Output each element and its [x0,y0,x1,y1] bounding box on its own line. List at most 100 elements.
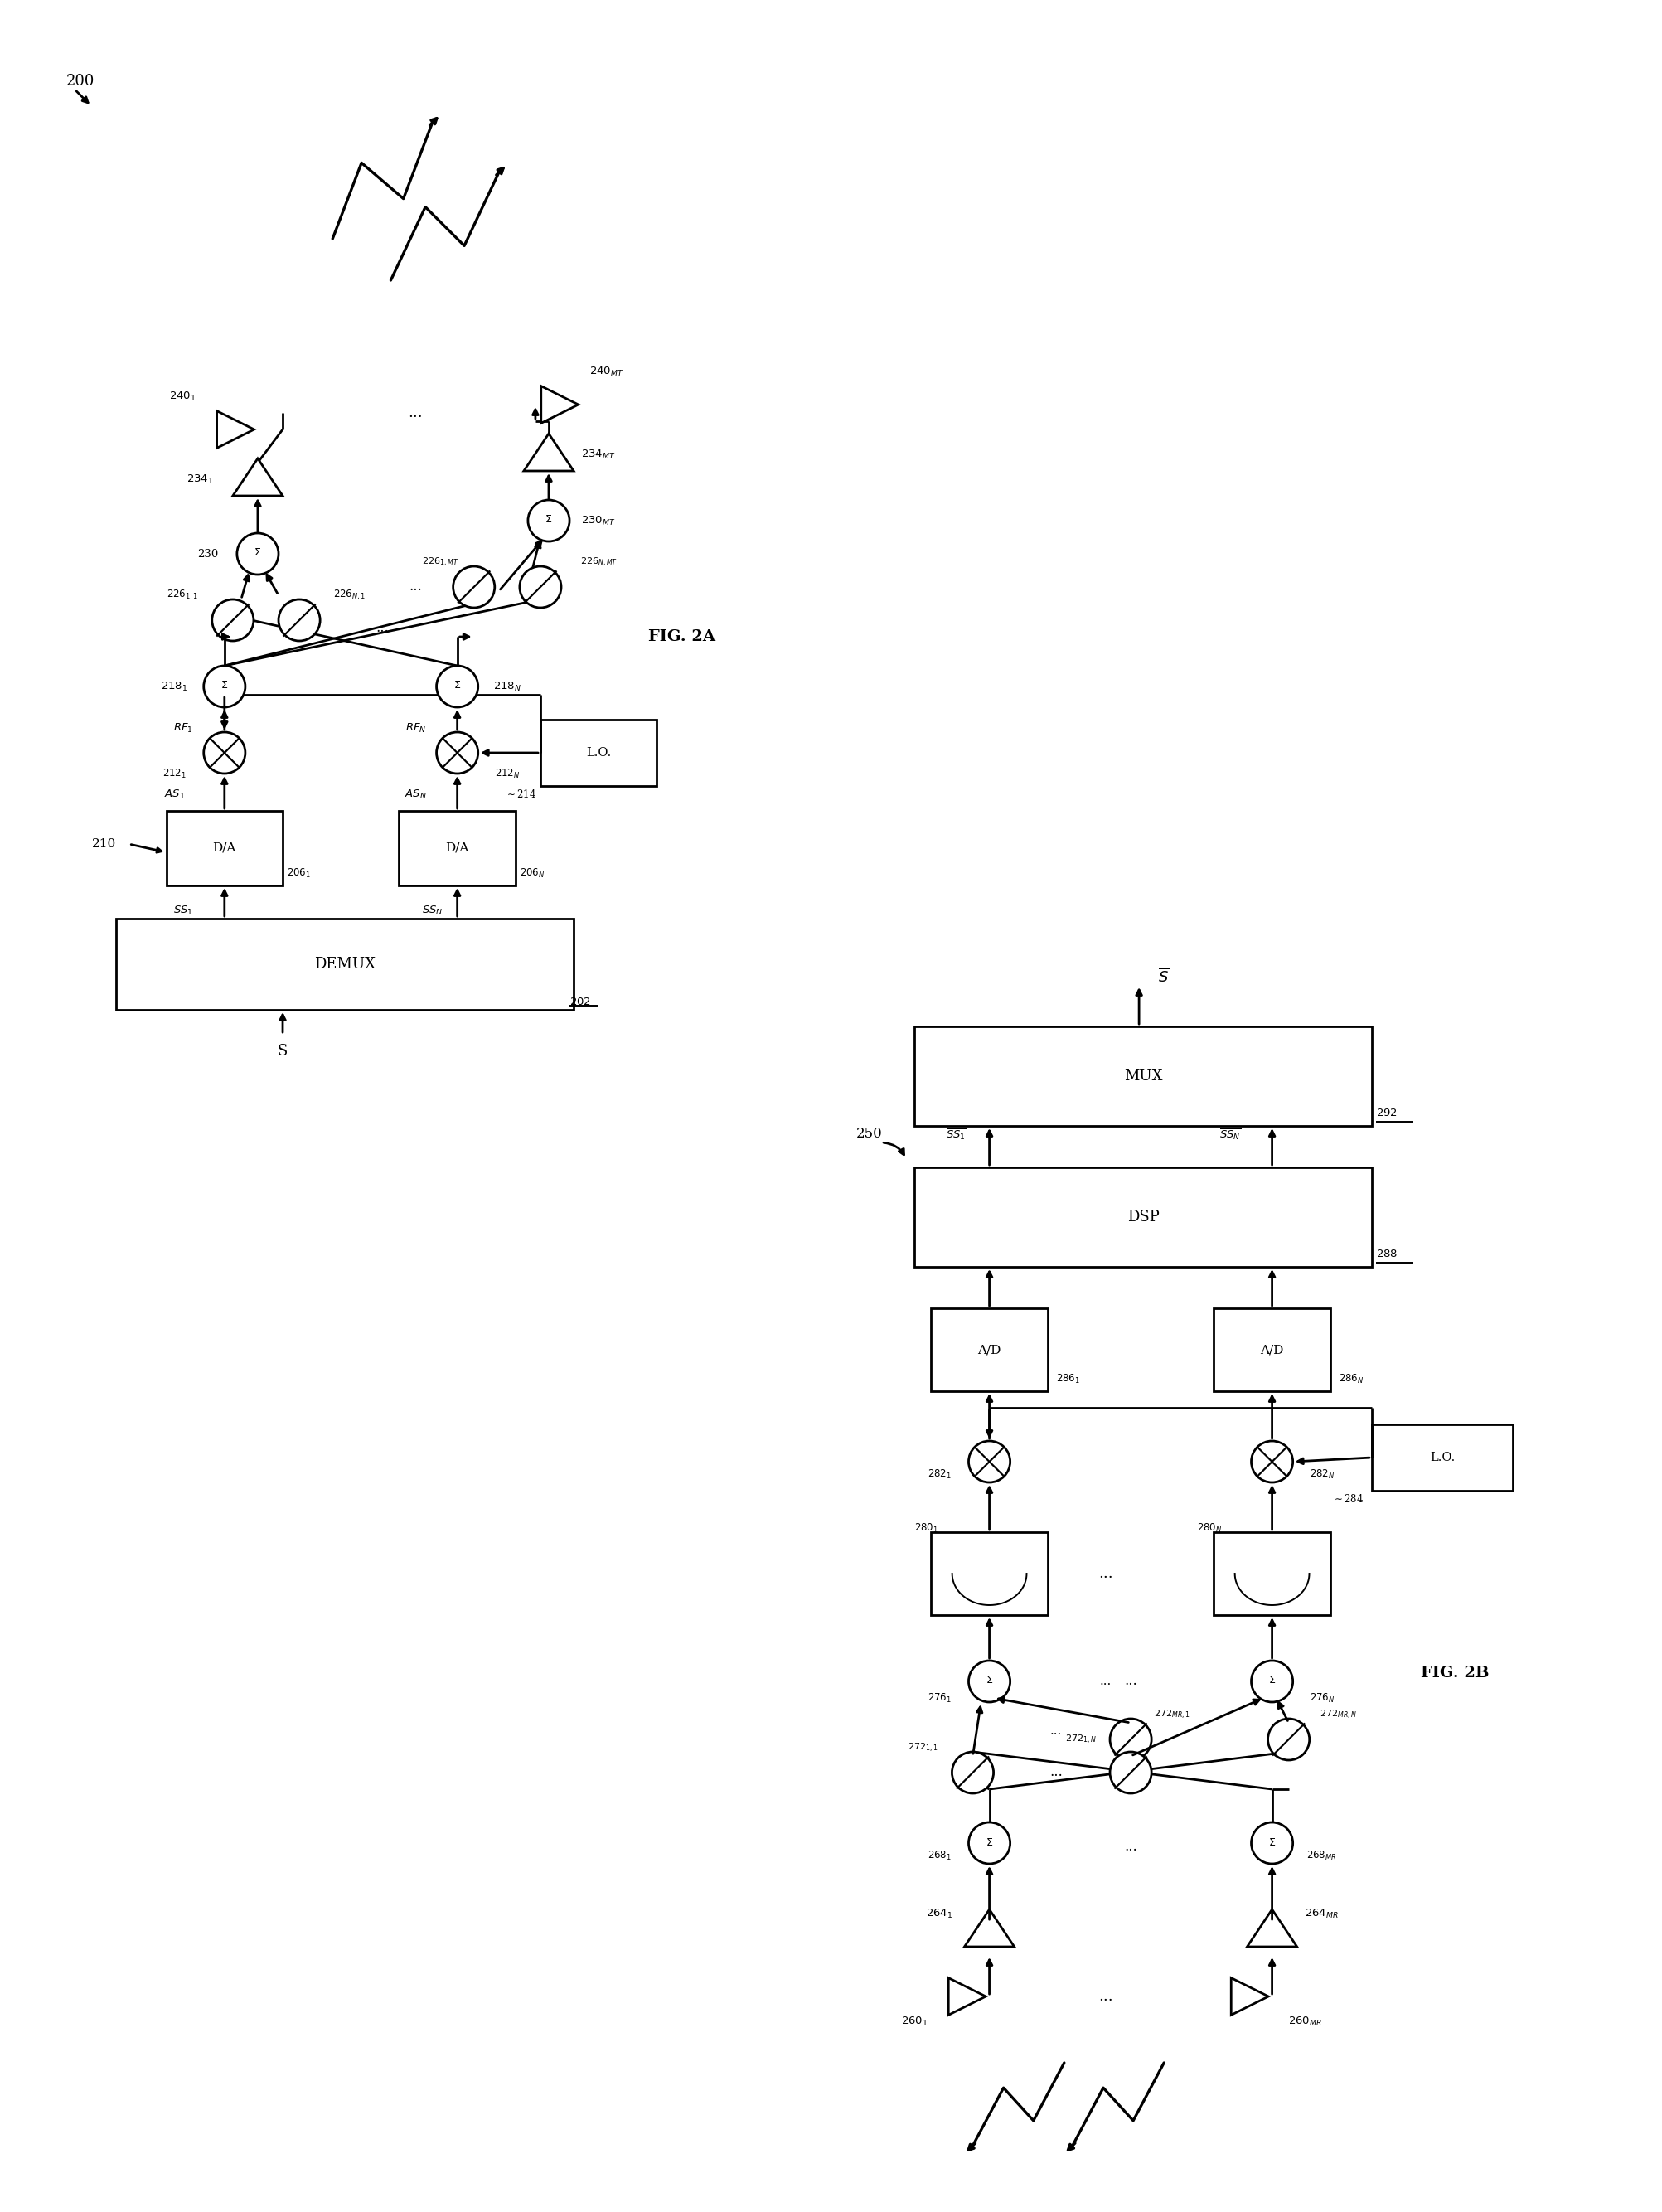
Text: 250: 250 [856,1128,883,1141]
Text: $\Sigma$: $\Sigma$ [545,515,552,524]
Text: $264_{MR}$: $264_{MR}$ [1305,1907,1338,1920]
Circle shape [1110,1752,1152,1794]
Circle shape [1251,1661,1293,1701]
Text: DEMUX: DEMUX [314,958,376,971]
Text: $268_{MR}$: $268_{MR}$ [1306,1849,1336,1863]
Text: $212_N$: $212_N$ [494,768,520,781]
Text: DSP: DSP [1127,1210,1158,1225]
Text: $218_1$: $218_1$ [161,681,188,692]
Text: $\Sigma$: $\Sigma$ [986,1674,992,1686]
Text: $RF_N$: $RF_N$ [406,721,425,734]
Text: $\Sigma$: $\Sigma$ [1268,1836,1275,1847]
Text: ...: ... [1099,1674,1112,1688]
Bar [116,918,573,1011]
Circle shape [213,599,253,641]
Text: $234_{MT}$: $234_{MT}$ [582,449,615,460]
Text: $282_N$: $282_N$ [1308,1469,1335,1480]
Circle shape [1268,1719,1310,1761]
Text: $292$: $292$ [1376,1108,1396,1119]
Text: $268_1$: $268_1$ [927,1849,951,1863]
Text: ...: ... [1049,1765,1062,1781]
Text: $260_{MR}$: $260_{MR}$ [1288,2015,1321,2028]
Bar [914,1168,1371,1267]
Bar [914,1026,1371,1126]
Circle shape [967,1440,1010,1482]
Text: $226_{N,MT}$: $226_{N,MT}$ [580,555,617,568]
Text: $240_{MT}$: $240_{MT}$ [590,365,623,378]
Text: $272_{MR,N}$: $272_{MR,N}$ [1320,1708,1356,1721]
Text: $212_1$: $212_1$ [163,768,186,781]
Text: A/D: A/D [1260,1345,1283,1356]
Text: $218_N$: $218_N$ [494,681,520,692]
Polygon shape [947,1978,986,2015]
Text: $226_{1,MT}$: $226_{1,MT}$ [422,555,459,568]
Text: $226_{N,1}$: $226_{N,1}$ [332,588,366,602]
Circle shape [435,732,479,774]
Text: $202$: $202$ [568,995,590,1006]
Bar [1213,1307,1330,1391]
Text: ...: ... [409,580,422,595]
Circle shape [967,1823,1010,1865]
Text: $280_1$: $280_1$ [914,1522,937,1535]
Text: $272_{1,1}$: $272_{1,1}$ [907,1741,937,1754]
Text: S: S [278,1044,288,1060]
Bar [1371,1425,1512,1491]
Text: $SS_N$: $SS_N$ [422,905,442,916]
Text: $\Sigma$: $\Sigma$ [221,681,228,690]
Bar [931,1533,1047,1615]
Circle shape [519,566,562,608]
Text: $\sim$284: $\sim$284 [1331,1493,1363,1504]
Text: $\overline{SS_N}$: $\overline{SS_N}$ [1218,1126,1242,1141]
Text: $286_1$: $286_1$ [1055,1371,1079,1385]
Text: $\Sigma$: $\Sigma$ [454,681,460,690]
Text: $\Sigma$: $\Sigma$ [254,549,261,557]
Text: $276_N$: $276_N$ [1308,1692,1335,1703]
Text: A/D: A/D [977,1345,1001,1356]
Text: ...: ... [1099,1989,1112,2004]
Text: MUX: MUX [1124,1068,1162,1084]
Text: $276_1$: $276_1$ [927,1692,951,1703]
Text: $264_1$: $264_1$ [926,1907,952,1920]
Text: $286_N$: $286_N$ [1338,1371,1363,1385]
Circle shape [527,500,568,542]
Bar [540,719,656,785]
Text: $288$: $288$ [1376,1250,1398,1261]
Polygon shape [1230,1978,1268,2015]
Text: FIG. 2A: FIG. 2A [648,628,715,644]
Text: ...: ... [1124,1674,1137,1688]
Text: $RF_1$: $RF_1$ [173,721,193,734]
Text: $\overline{S}$: $\overline{S}$ [1158,969,1168,984]
Circle shape [1251,1823,1293,1865]
Text: $\Sigma$: $\Sigma$ [986,1836,992,1847]
Text: ...: ... [1124,1840,1137,1854]
Text: $280_N$: $280_N$ [1197,1522,1222,1535]
Circle shape [452,566,495,608]
Text: $206_1$: $206_1$ [288,867,311,880]
Text: $\sim$214: $\sim$214 [504,787,535,801]
Text: $272_{1,N}$: $272_{1,N}$ [1065,1734,1095,1745]
Text: $234_1$: $234_1$ [186,473,213,484]
Text: $230_{MT}$: $230_{MT}$ [582,515,615,526]
Circle shape [238,533,279,575]
Text: $AS_N$: $AS_N$ [404,787,427,801]
Text: 200: 200 [66,73,95,88]
Text: $282_1$: $282_1$ [927,1469,951,1480]
Bar [1213,1533,1330,1615]
Circle shape [279,599,319,641]
Text: L.O.: L.O. [1429,1451,1454,1464]
Text: 230: 230 [198,549,218,560]
Polygon shape [233,458,283,495]
Text: D/A: D/A [445,843,469,854]
Text: $AS_1$: $AS_1$ [165,787,184,801]
Text: ...: ... [1049,1725,1062,1736]
Text: $SS_1$: $SS_1$ [173,905,193,916]
Bar [399,812,515,885]
Text: $206_N$: $206_N$ [520,867,545,880]
Text: $240_1$: $240_1$ [170,389,196,403]
Text: ...: ... [376,622,389,635]
Text: $226_{1,1}$: $226_{1,1}$ [166,588,199,602]
Text: $272_{MR,1}$: $272_{MR,1}$ [1153,1708,1190,1721]
Text: FIG. 2B: FIG. 2B [1419,1666,1489,1681]
Text: $\Sigma$: $\Sigma$ [1268,1674,1275,1686]
Polygon shape [524,434,573,471]
